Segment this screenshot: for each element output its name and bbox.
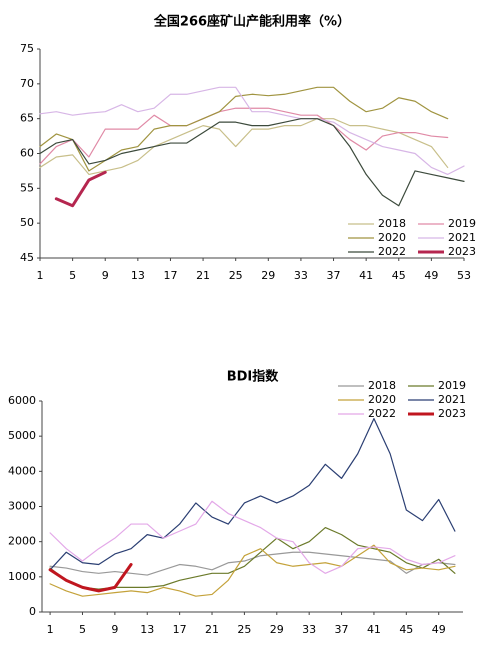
x-tick-label: 17 (163, 269, 177, 282)
y-tick-label: 45 (20, 251, 34, 264)
x-tick-label: 13 (131, 269, 145, 282)
x-tick-label: 1 (37, 269, 44, 282)
y-tick-label: 55 (20, 181, 34, 194)
legend-label: 2020 (378, 231, 406, 244)
legend-label: 2018 (378, 217, 406, 230)
y-tick-label: 50 (20, 216, 34, 229)
y-tick-label: 2000 (8, 535, 36, 548)
legend-label: 2021 (438, 393, 466, 406)
y-tick-label: 65 (20, 112, 34, 125)
legend-label: 2022 (368, 407, 396, 420)
x-tick-label: 5 (79, 623, 86, 636)
x-tick-label: 37 (335, 623, 349, 636)
legend-label: 2023 (438, 407, 466, 420)
series-line (39, 118, 465, 207)
series-line (49, 417, 456, 571)
y-tick-label: 60 (20, 147, 34, 160)
legend-label: 2023 (448, 245, 476, 258)
legend-label: 2021 (448, 231, 476, 244)
series-line (48, 563, 133, 593)
legend-label: 2022 (378, 245, 406, 258)
series-line (39, 107, 449, 165)
x-tick-label: 25 (237, 623, 251, 636)
series-line (49, 527, 456, 590)
series-line (39, 118, 449, 175)
x-tick-label: 21 (196, 269, 210, 282)
x-tick-label: 29 (261, 269, 275, 282)
x-tick-label: 45 (392, 269, 406, 282)
chart-title: BDI指数 (227, 369, 280, 385)
x-tick-label: 33 (302, 623, 316, 636)
y-tick-label: 5000 (8, 429, 36, 442)
series-line (49, 544, 456, 597)
x-tick-label: 45 (399, 623, 413, 636)
x-tick-label: 5 (69, 269, 76, 282)
legend-label: 2018 (368, 379, 396, 392)
x-tick-label: 33 (294, 269, 308, 282)
x-tick-label: 25 (229, 269, 243, 282)
x-tick-label: 49 (424, 269, 438, 282)
y-tick-label: 75 (20, 42, 34, 55)
y-tick-label: 1000 (8, 570, 36, 583)
x-tick-label: 53 (457, 269, 471, 282)
x-tick-label: 41 (367, 623, 381, 636)
series-line (49, 500, 456, 574)
x-tick-label: 29 (270, 623, 284, 636)
x-tick-label: 17 (173, 623, 187, 636)
series-line (49, 551, 456, 576)
x-tick-label: 37 (327, 269, 341, 282)
series-line (39, 86, 465, 175)
x-tick-label: 41 (359, 269, 373, 282)
y-tick-label: 0 (29, 605, 36, 618)
x-tick-label: 9 (102, 269, 109, 282)
x-tick-label: 49 (432, 623, 446, 636)
y-tick-label: 70 (20, 77, 34, 90)
legend-label: 2019 (448, 217, 476, 230)
x-tick-label: 9 (111, 623, 118, 636)
x-tick-label: 21 (205, 623, 219, 636)
chart-title: 全国266座矿山产能利用率（%） (153, 14, 350, 30)
series-line (54, 170, 107, 208)
y-tick-label: 6000 (8, 394, 36, 407)
x-tick-label: 1 (47, 623, 54, 636)
legend-label: 2019 (438, 379, 466, 392)
y-tick-label: 3000 (8, 500, 36, 513)
legend-label: 2020 (368, 393, 396, 406)
x-tick-label: 13 (140, 623, 154, 636)
y-tick-label: 4000 (8, 464, 36, 477)
